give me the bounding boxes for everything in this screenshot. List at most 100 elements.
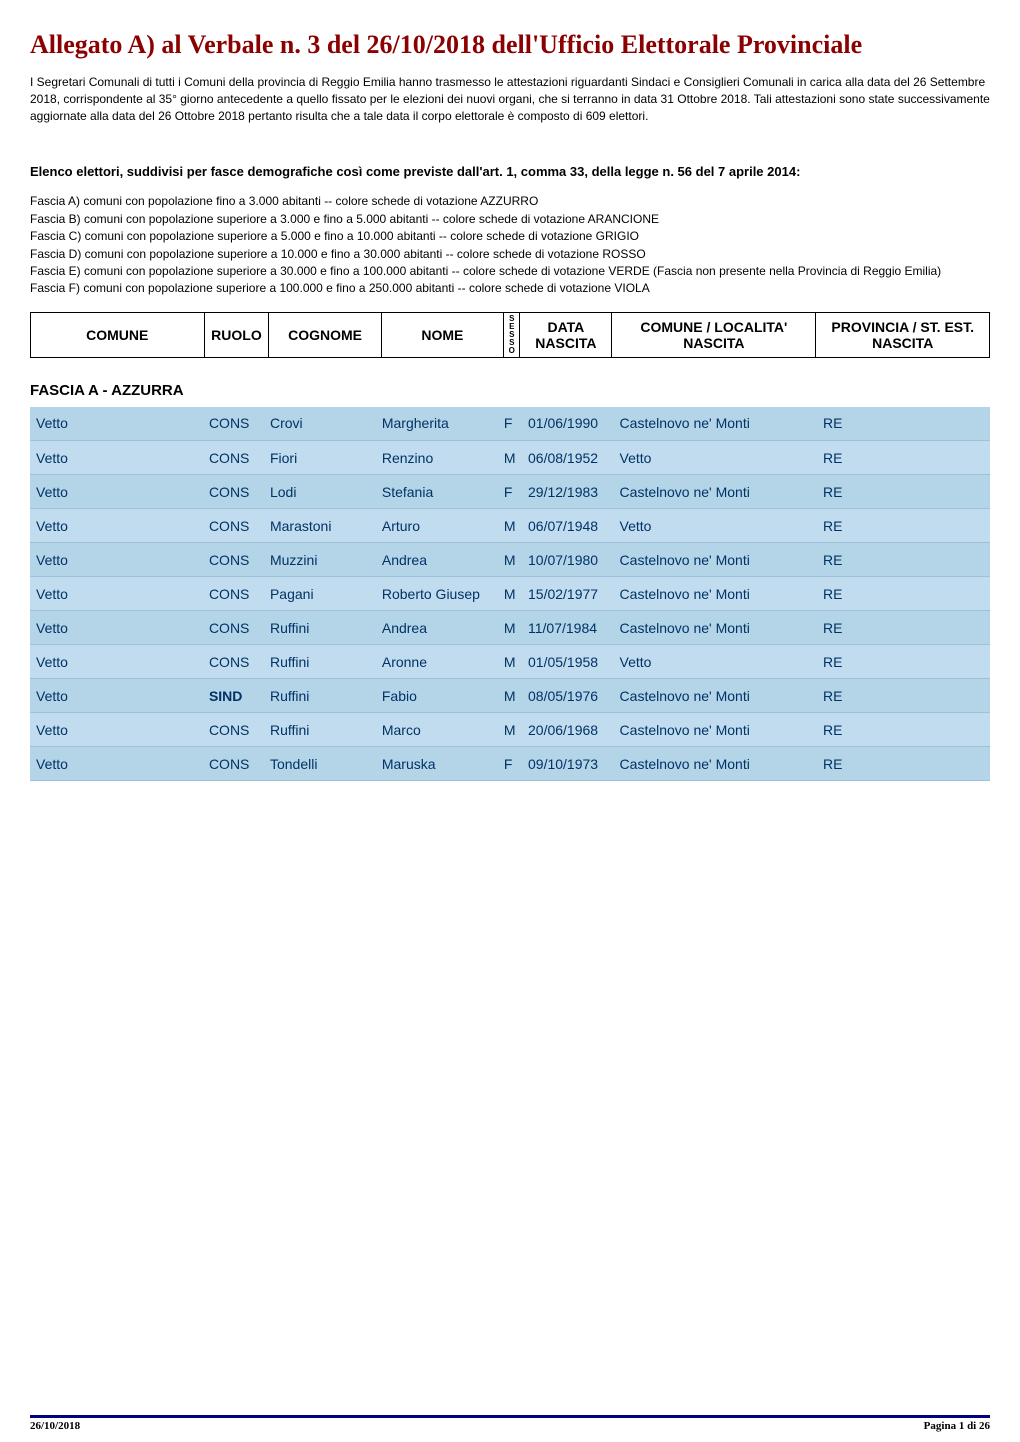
table-cell: RE [817, 509, 990, 543]
table-cell: 20/06/1968 [522, 713, 614, 747]
table-cell: RE [817, 475, 990, 509]
table-cell: CONS [203, 407, 264, 441]
table-cell: CONS [203, 747, 264, 781]
table-row: VettoCONSPaganiRoberto GiusepM15/02/1977… [30, 577, 990, 611]
table-cell: F [498, 407, 522, 441]
table-row: VettoCONSTondelliMaruskaF09/10/1973Caste… [30, 747, 990, 781]
table-cell: Marastoni [264, 509, 376, 543]
column-header: SESSO [504, 312, 520, 357]
fascia-line: Fascia D) comuni con popolazione superio… [30, 246, 990, 263]
table-cell: Vetto [614, 645, 817, 679]
table-cell: Castelnovo ne' Monti [614, 747, 817, 781]
table-cell: Ruffini [264, 679, 376, 713]
intro-text: I Segretari Comunali di tutti i Comuni d… [30, 74, 990, 124]
table-cell: CONS [203, 475, 264, 509]
column-header: PROVINCIA / ST. EST.NASCITA [816, 312, 990, 357]
table-cell: F [498, 747, 522, 781]
table-cell: 09/10/1973 [522, 747, 614, 781]
table-cell: RE [817, 645, 990, 679]
table-cell: Vetto [30, 577, 203, 611]
table-cell: Tondelli [264, 747, 376, 781]
table-row: VettoSINDRuffiniFabioM08/05/1976Castelno… [30, 679, 990, 713]
table-cell: M [498, 543, 522, 577]
column-header: COMUNE [31, 312, 205, 357]
table-cell: Vetto [614, 509, 817, 543]
table-cell: Castelnovo ne' Monti [614, 475, 817, 509]
table-row: VettoCONSMuzziniAndreaM10/07/1980Casteln… [30, 543, 990, 577]
table-cell: Andrea [376, 611, 498, 645]
table-cell: RE [817, 611, 990, 645]
table-cell: Vetto [30, 441, 203, 475]
fascia-line: Fascia E) comuni con popolazione superio… [30, 263, 990, 280]
table-cell: 01/05/1958 [522, 645, 614, 679]
table-cell: Fabio [376, 679, 498, 713]
table-cell: Crovi [264, 407, 376, 441]
table-cell: CONS [203, 509, 264, 543]
table-cell: M [498, 679, 522, 713]
table-cell: RE [817, 747, 990, 781]
column-header: DATANASCITA [520, 312, 612, 357]
fasce-list: Fascia A) comuni con popolazione fino a … [30, 193, 990, 297]
table-cell: M [498, 611, 522, 645]
table-row: VettoCONSRuffiniAronneM01/05/1958VettoRE [30, 645, 990, 679]
footer-date: 26/10/2018 [30, 1420, 80, 1432]
table-row: VettoCONSMarastoniArturoM06/07/1948Vetto… [30, 509, 990, 543]
table-cell: M [498, 645, 522, 679]
table-cell: Castelnovo ne' Monti [614, 713, 817, 747]
table-cell: CONS [203, 713, 264, 747]
column-header: COMUNE / LOCALITA'NASCITA [612, 312, 816, 357]
table-cell: CONS [203, 577, 264, 611]
column-header: COGNOME [269, 312, 381, 357]
table-cell: Vetto [30, 509, 203, 543]
table-row: VettoCONSRuffiniMarcoM20/06/1968Castelno… [30, 713, 990, 747]
table-cell: CONS [203, 611, 264, 645]
table-cell: Fiori [264, 441, 376, 475]
table-cell: RE [817, 713, 990, 747]
table-cell: RE [817, 407, 990, 441]
table-cell: Renzino [376, 441, 498, 475]
table-row: VettoCONSRuffiniAndreaM11/07/1984Casteln… [30, 611, 990, 645]
table-cell: Vetto [30, 407, 203, 441]
column-header: NOME [381, 312, 503, 357]
table-cell: Vetto [30, 713, 203, 747]
table-cell: Maruska [376, 747, 498, 781]
table-cell: 08/05/1976 [522, 679, 614, 713]
elenco-heading: Elenco elettori, suddivisi per fasce dem… [30, 164, 990, 179]
fascia-line: Fascia F) comuni con popolazione superio… [30, 280, 990, 297]
table-cell: Ruffini [264, 611, 376, 645]
column-header-table: COMUNERUOLOCOGNOMENOMESESSODATANASCITACO… [30, 312, 990, 358]
footer-page: Pagina 1 di 26 [924, 1420, 990, 1432]
table-cell: Castelnovo ne' Monti [614, 577, 817, 611]
table-cell: M [498, 441, 522, 475]
fascia-label: FASCIA A - AZZURRA [30, 382, 990, 399]
table-cell: Vetto [30, 645, 203, 679]
table-cell: M [498, 713, 522, 747]
table-cell: CONS [203, 441, 264, 475]
fascia-line: Fascia B) comuni con popolazione superio… [30, 211, 990, 228]
table-cell: Vetto [30, 747, 203, 781]
table-cell: Vetto [30, 611, 203, 645]
table-cell: Margherita [376, 407, 498, 441]
table-cell: Castelnovo ne' Monti [614, 611, 817, 645]
table-cell: Vetto [614, 441, 817, 475]
table-cell: RE [817, 679, 990, 713]
table-cell: F [498, 475, 522, 509]
table-cell: M [498, 577, 522, 611]
table-cell: RE [817, 441, 990, 475]
table-cell: Stefania [376, 475, 498, 509]
table-cell: Roberto Giusep [376, 577, 498, 611]
table-cell: Vetto [30, 679, 203, 713]
table-cell: Pagani [264, 577, 376, 611]
table-cell: RE [817, 543, 990, 577]
table-cell: RE [817, 577, 990, 611]
fascia-line: Fascia C) comuni con popolazione superio… [30, 228, 990, 245]
table-cell: Castelnovo ne' Monti [614, 407, 817, 441]
data-table: VettoCONSCroviMargheritaF01/06/1990Caste… [30, 407, 990, 782]
table-cell: 06/07/1948 [522, 509, 614, 543]
table-cell: 11/07/1984 [522, 611, 614, 645]
table-cell: Ruffini [264, 713, 376, 747]
table-cell: 29/12/1983 [522, 475, 614, 509]
table-row: VettoCONSLodiStefaniaF29/12/1983Castelno… [30, 475, 990, 509]
column-header: RUOLO [204, 312, 269, 357]
table-cell: Arturo [376, 509, 498, 543]
